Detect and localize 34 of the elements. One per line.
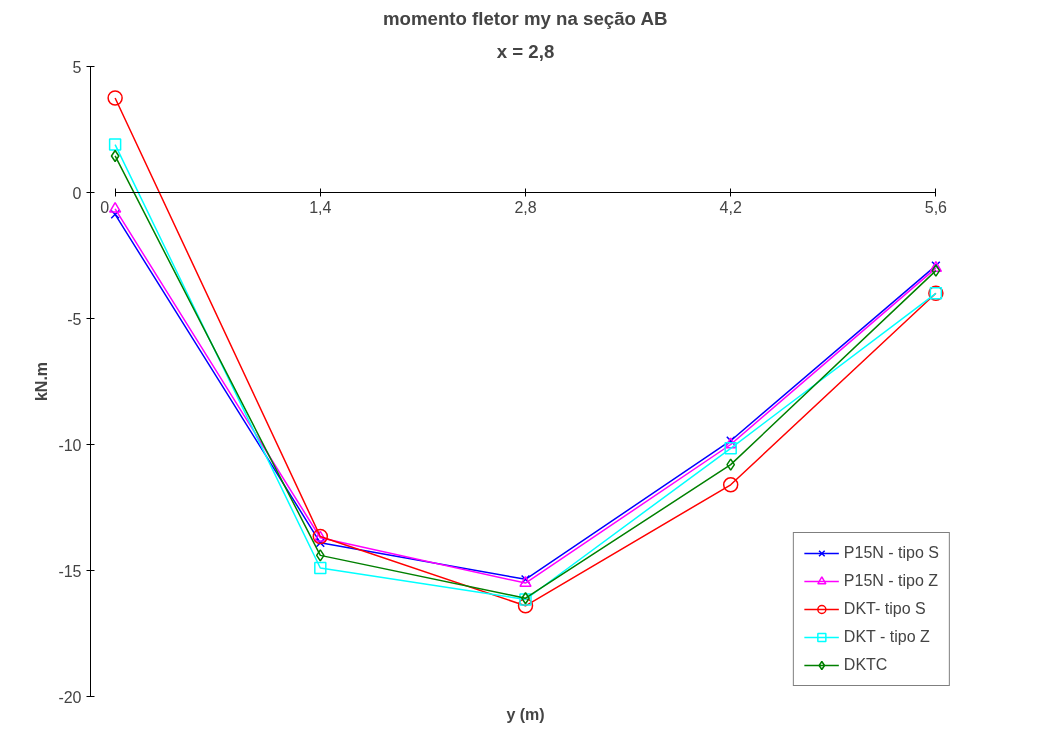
- x-tick-label: 1,4: [309, 198, 332, 216]
- point: [110, 149, 120, 163]
- x-tick-label: 4,2: [719, 198, 742, 216]
- point: [519, 576, 532, 588]
- y-tick-label: -5: [67, 310, 82, 328]
- y-tick-label: -15: [58, 562, 82, 580]
- point: [722, 477, 739, 493]
- point: [108, 138, 122, 151]
- point: [315, 549, 325, 562]
- y-tick-label: -20: [58, 688, 82, 706]
- point: [315, 538, 325, 548]
- point: [931, 264, 941, 277]
- chart-subtitle: x = 2,8: [496, 40, 555, 62]
- point: [517, 598, 534, 614]
- legend-label: DKT- tipo S: [843, 600, 926, 618]
- x-tick-label: 5,6: [924, 198, 948, 216]
- legend-label: P15N - tipo S: [843, 544, 939, 562]
- legend-label: DKT - tipo Z: [843, 628, 930, 646]
- y-tick-label: 5: [72, 58, 82, 76]
- point: [314, 561, 327, 575]
- point: [724, 442, 737, 455]
- legend-label: DKTC: [843, 656, 888, 674]
- point: [110, 209, 120, 220]
- point: [108, 201, 122, 213]
- x-tick-label: 0: [100, 198, 110, 216]
- y-tick-label: -10: [58, 436, 82, 454]
- y-tick-label: 0: [72, 184, 82, 202]
- legend-label: P15N - tipo Z: [843, 572, 939, 590]
- x-tick-label: 2,8: [514, 198, 537, 216]
- point: [726, 458, 736, 471]
- x-axis-title: y (m): [506, 705, 545, 723]
- chart-title: momento fletor my na seção AB: [382, 7, 668, 29]
- point: [107, 90, 123, 106]
- y-axis-title: kN.m: [33, 361, 51, 402]
